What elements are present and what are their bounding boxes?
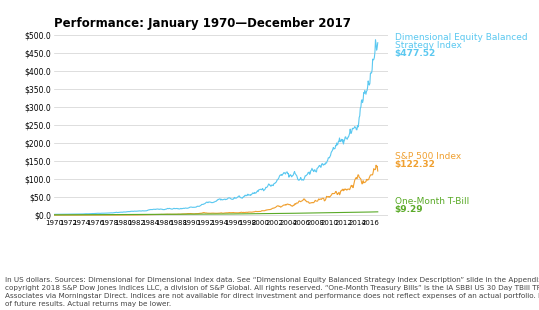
Text: $9.29: $9.29 (395, 205, 424, 214)
Text: S&P 500 Index: S&P 500 Index (395, 152, 461, 161)
Text: $477.52: $477.52 (395, 49, 436, 58)
Text: Dimensional Equity Balanced: Dimensional Equity Balanced (395, 33, 527, 42)
Text: Strategy Index: Strategy Index (395, 41, 461, 50)
Text: $122.32: $122.32 (395, 160, 436, 169)
Text: One-Month T-Bill: One-Month T-Bill (395, 197, 469, 206)
Text: Performance: January 1970—December 2017: Performance: January 1970—December 2017 (54, 17, 351, 30)
Text: In US dollars. Sources: Dimensional for Dimensional Index data. See “Dimensional: In US dollars. Sources: Dimensional for … (5, 277, 539, 307)
